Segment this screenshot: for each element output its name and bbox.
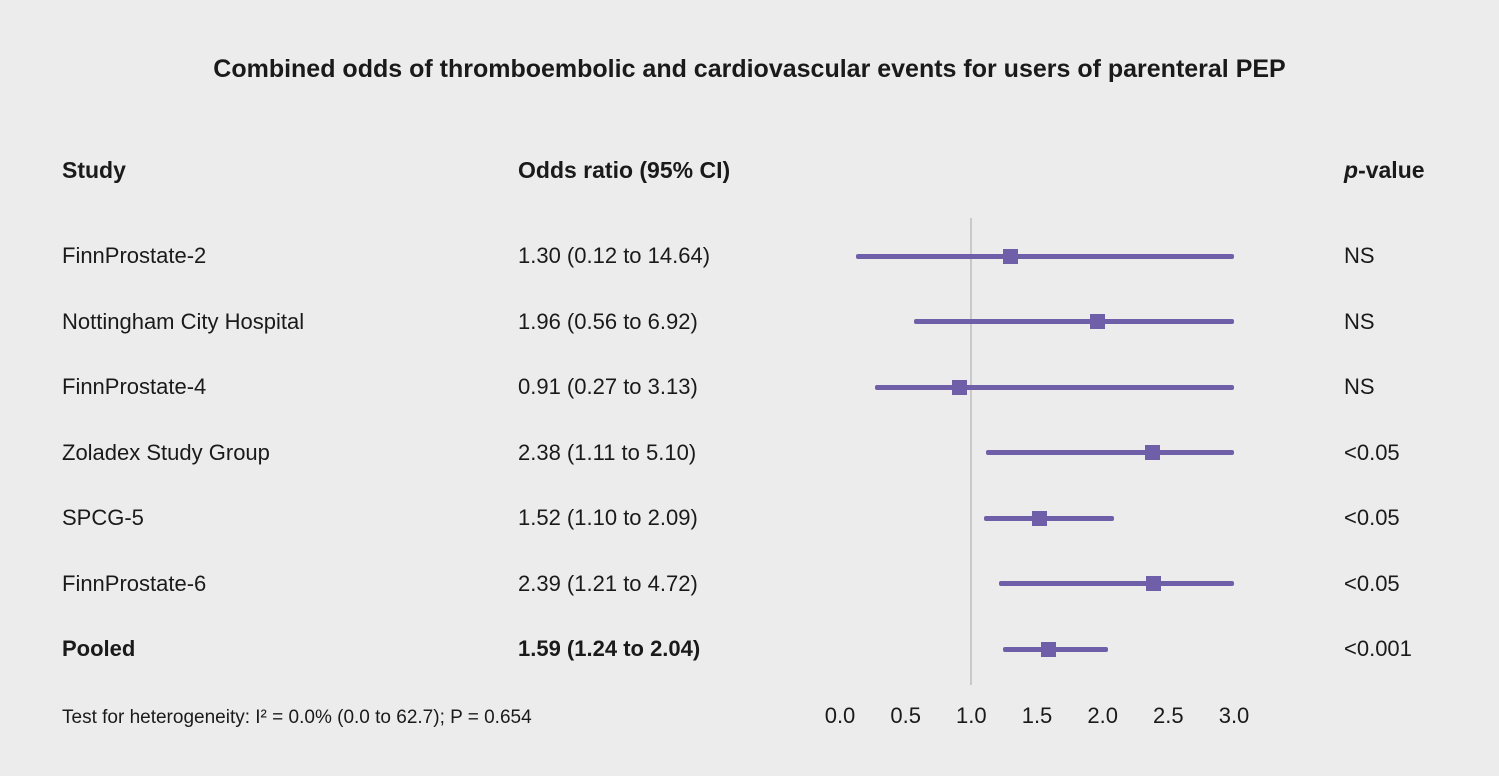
study-name: Pooled xyxy=(62,636,136,661)
ci-line xyxy=(985,450,1234,455)
x-tick-label: 1.5 xyxy=(1021,703,1053,728)
x-tick-label: 0.5 xyxy=(890,703,921,728)
ci-line xyxy=(998,581,1234,586)
or-marker xyxy=(1003,248,1019,264)
x-tick-label: 2.5 xyxy=(1153,703,1184,728)
or-marker xyxy=(1145,445,1161,460)
column-header-odds-ratio: Odds ratio (95% CI) xyxy=(518,157,731,183)
p-value: NS xyxy=(1344,374,1375,399)
ci-line xyxy=(875,384,1234,390)
p-value: NS xyxy=(1344,308,1375,334)
x-tick-label: 0.0 xyxy=(824,703,856,728)
x-tick-label: 1.0 xyxy=(956,703,987,728)
study-name: Zoladex Study Group xyxy=(62,439,270,465)
odds-ratio-label: 1.30 (0.12 to 14.64) xyxy=(518,243,711,268)
column-header-p-value: p-value xyxy=(1344,155,1425,185)
odds-ratio-label: 0.91 (0.27 to 3.13) xyxy=(518,374,698,399)
odds-ratio-label: 1.59 (1.24 to 2.04) xyxy=(518,636,701,661)
study-name: FinnProstate-2 xyxy=(62,243,207,268)
p-value: NS xyxy=(1344,243,1375,268)
p-value: <0.05 xyxy=(1344,570,1400,596)
or-marker xyxy=(1032,510,1048,526)
odds-ratio-label: 2.38 (1.11 to 5.10) xyxy=(518,439,697,465)
p-value-suffix: -value xyxy=(1358,157,1425,183)
odds-ratio-label: 1.96 (0.56 to 6.92) xyxy=(518,308,698,334)
chart-title: Combined odds of thromboembolic and card… xyxy=(213,55,1286,83)
reference-line xyxy=(970,218,973,685)
study-name: FinnProstate-4 xyxy=(62,374,207,399)
odds-ratio-label: 2.39 (1.21 to 4.72) xyxy=(518,570,698,596)
x-tick-label: 3.0 xyxy=(1218,703,1250,728)
study-name: FinnProstate-6 xyxy=(62,570,207,596)
study-name: Nottingham City Hospital xyxy=(62,308,305,334)
ci-line xyxy=(984,515,1115,521)
p-value-italic-p: p xyxy=(1344,157,1359,183)
ci-line xyxy=(913,319,1234,324)
heterogeneity-note: Test for heterogeneity: I² = 0.0% (0.0 t… xyxy=(62,707,532,728)
x-tick-label: 2.0 xyxy=(1087,703,1118,728)
p-value: <0.05 xyxy=(1344,439,1400,465)
or-marker xyxy=(952,379,967,395)
study-name: SPCG-5 xyxy=(62,505,144,530)
or-marker xyxy=(1041,641,1057,657)
or-marker xyxy=(1089,314,1105,329)
or-marker xyxy=(1146,576,1162,591)
odds-ratio-label: 1.52 (1.10 to 2.09) xyxy=(518,505,698,530)
p-value: <0.001 xyxy=(1344,636,1412,661)
p-value: <0.05 xyxy=(1344,505,1400,530)
ci-line xyxy=(855,253,1234,259)
column-header-study: Study xyxy=(62,157,126,183)
